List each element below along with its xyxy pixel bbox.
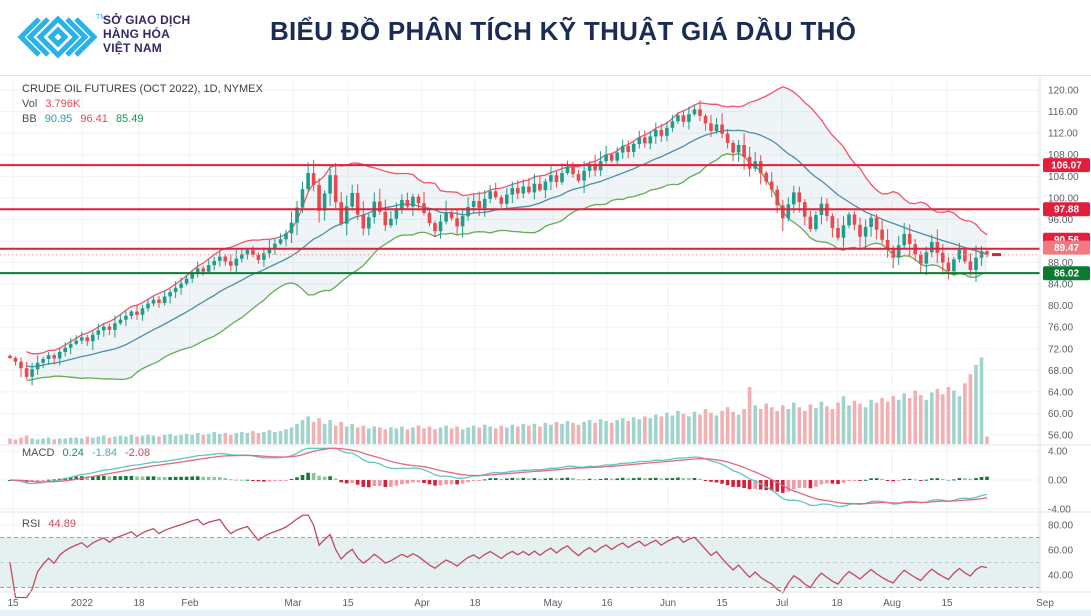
svg-text:Aug: Aug (883, 598, 901, 609)
svg-text:76.00: 76.00 (1048, 323, 1073, 334)
svg-text:72.00: 72.00 (1048, 344, 1073, 355)
svg-text:100.00: 100.00 (1048, 193, 1079, 204)
svg-text:18: 18 (831, 598, 843, 609)
svg-text:86.02: 86.02 (1054, 269, 1079, 280)
macd-legend: MACD 0.24 -1.84 -2.08 (22, 447, 155, 459)
vol-value: 3.796K (45, 98, 81, 110)
vol-label: Vol (22, 98, 38, 110)
bb-label: BB (22, 113, 37, 125)
svg-text:2022: 2022 (71, 598, 94, 609)
page-title: BIỂU ĐỒ PHÂN TÍCH KỸ THUẬT GIÁ DẦU THÔ (269, 16, 857, 46)
symbol-legend: CRUDE OIL FUTURES (OCT 2022), 1D, NYMEX (22, 83, 268, 95)
svg-text:112.00: 112.00 (1048, 129, 1078, 140)
svg-text:40.00: 40.00 (1048, 571, 1073, 582)
org-name: SỞ GIAO DỊCH HÀNG HÓA VIỆT NAM (103, 13, 190, 55)
svg-text:60.00: 60.00 (1048, 409, 1073, 420)
macd-hist-value: 0.24 (62, 447, 84, 459)
bb-upper-value: 96.41 (80, 113, 108, 125)
svg-text:15: 15 (7, 598, 19, 609)
svg-text:May: May (544, 598, 563, 609)
mxv-logo-icon: TM (17, 14, 104, 59)
svg-text:84.00: 84.00 (1048, 280, 1073, 291)
svg-text:Sep: Sep (1036, 598, 1054, 609)
svg-text:18: 18 (133, 598, 145, 609)
svg-text:56.00: 56.00 (1048, 431, 1073, 442)
rsi-legend: RSI 44.89 (22, 518, 81, 530)
macd-line-value: -1.84 (91, 447, 118, 459)
org-name-line1: SỞ GIAO DỊCH (103, 13, 191, 27)
svg-text:Apr: Apr (414, 598, 430, 609)
rsi-label: RSI (22, 518, 41, 530)
header: TM SỞ GIAO DỊCH HÀNG HÓA VIỆT NAM BIỂU Đ… (0, 0, 1091, 75)
symbol-title: CRUDE OIL FUTURES (OCT 2022), 1D, NYMEX (22, 83, 263, 95)
svg-text:Feb: Feb (181, 598, 199, 609)
svg-text:68.00: 68.00 (1048, 366, 1073, 377)
svg-text:106.07: 106.07 (1051, 161, 1082, 172)
svg-text:15: 15 (941, 598, 953, 609)
logo-trademark: TM (96, 14, 104, 21)
svg-text:64.00: 64.00 (1048, 387, 1073, 398)
price-chart-canvas[interactable]: 120.00 116.00 112.00 108.00 104.00 100.00 96.0… (0, 75, 1091, 616)
svg-text:4.00: 4.00 (1048, 447, 1068, 458)
svg-text:Jul: Jul (776, 598, 789, 609)
svg-text:80.00: 80.00 (1048, 521, 1073, 532)
svg-text:Jun: Jun (660, 598, 676, 609)
volume-legend: Vol 3.796K (22, 98, 85, 110)
bb-basis-value: 90.95 (44, 113, 73, 125)
svg-text:108.00: 108.00 (1048, 150, 1079, 161)
org-name-line3: VIỆT NAM (103, 41, 162, 55)
macd-signal-value: -2.08 (125, 447, 151, 459)
svg-text:Mar: Mar (284, 598, 302, 609)
svg-text:116.00: 116.00 (1048, 107, 1078, 118)
svg-text:97.88: 97.88 (1054, 205, 1079, 216)
svg-text:88.00: 88.00 (1048, 258, 1073, 269)
svg-text:89.47: 89.47 (1054, 243, 1079, 254)
bollinger-legend: BB 90.95 96.41 85.49 (22, 113, 148, 125)
rsi-value: 44.89 (48, 518, 76, 530)
chart-area: 120.00 116.00 112.00 108.00 104.00 100.00 96.0… (0, 75, 1091, 616)
svg-text:18: 18 (469, 598, 481, 609)
svg-text:120.00: 120.00 (1048, 86, 1079, 97)
mxv-logo: TM (14, 6, 104, 70)
org-name-line2: HÀNG HÓA (103, 27, 170, 41)
svg-text:-4.00: -4.00 (1048, 504, 1071, 515)
svg-text:96.00: 96.00 (1048, 215, 1073, 226)
svg-text:80.00: 80.00 (1048, 301, 1073, 312)
macd-label: MACD (22, 447, 55, 459)
svg-text:15: 15 (716, 598, 728, 609)
bb-lower-value: 85.49 (115, 113, 144, 125)
svg-text:60.00: 60.00 (1048, 546, 1073, 557)
svg-text:15: 15 (342, 598, 354, 609)
svg-text:0.00: 0.00 (1048, 476, 1068, 487)
svg-text:16: 16 (601, 598, 613, 609)
svg-text:104.00: 104.00 (1048, 172, 1079, 183)
